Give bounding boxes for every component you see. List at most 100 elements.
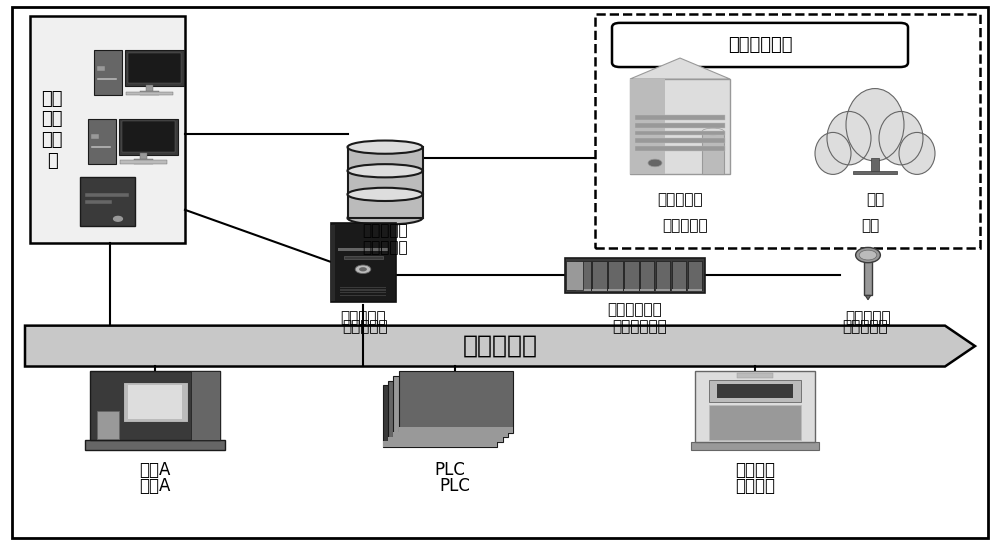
Bar — [737, 373, 773, 378]
Text: 传感器控制器: 传感器控制器 — [608, 302, 662, 318]
Bar — [565, 258, 705, 293]
Bar — [340, 295, 386, 296]
Polygon shape — [630, 58, 730, 79]
Bar — [122, 383, 188, 422]
Text: PLC: PLC — [435, 461, 465, 479]
Bar — [635, 138, 725, 143]
Text: 产线局域网: 产线局域网 — [462, 334, 538, 358]
Bar — [90, 371, 220, 440]
Ellipse shape — [815, 132, 851, 174]
Ellipse shape — [827, 111, 871, 165]
Bar — [608, 261, 623, 290]
Bar — [348, 171, 423, 195]
Bar — [393, 432, 508, 438]
Bar — [635, 130, 725, 135]
Bar — [688, 289, 702, 290]
Text: 采集服务器: 采集服务器 — [340, 311, 386, 326]
Bar — [140, 91, 159, 95]
Bar — [640, 261, 654, 290]
Text: PLC: PLC — [440, 477, 470, 495]
Bar — [702, 131, 724, 174]
Bar — [656, 261, 670, 290]
Ellipse shape — [856, 247, 880, 263]
Text: 产线
应用
计算
机: 产线 应用 计算 机 — [41, 89, 63, 170]
Polygon shape — [865, 295, 871, 300]
Ellipse shape — [879, 111, 923, 165]
Ellipse shape — [348, 141, 422, 154]
Text: 传感器控制器: 传感器控制器 — [613, 319, 667, 334]
Bar — [709, 380, 801, 402]
Text: 云端: 云端 — [866, 192, 884, 207]
Bar — [338, 248, 388, 251]
Bar — [85, 440, 225, 450]
Ellipse shape — [348, 164, 422, 177]
Bar — [125, 51, 184, 87]
Bar — [128, 53, 181, 83]
Bar — [635, 123, 725, 128]
Bar — [146, 85, 153, 93]
Bar — [128, 385, 182, 419]
Bar — [191, 371, 220, 440]
Circle shape — [359, 267, 367, 271]
Bar — [330, 225, 335, 301]
Bar — [30, 16, 185, 243]
Text: 多种传感器: 多种传感器 — [845, 311, 891, 326]
Circle shape — [114, 216, 122, 221]
Ellipse shape — [859, 250, 877, 260]
Bar — [635, 116, 725, 120]
Bar — [140, 153, 147, 161]
Text: 检测仪器: 检测仪器 — [735, 477, 775, 495]
Bar — [96, 411, 119, 439]
Bar — [576, 261, 591, 290]
Bar — [382, 385, 497, 447]
Bar — [717, 384, 793, 398]
Bar — [388, 380, 503, 442]
Text: 采集服务器: 采集服务器 — [342, 319, 388, 334]
Bar — [80, 177, 134, 226]
Bar — [853, 171, 897, 174]
Bar — [85, 200, 112, 204]
Bar — [120, 160, 167, 164]
Ellipse shape — [846, 88, 904, 161]
Text: 云端: 云端 — [861, 218, 879, 233]
Text: 机床A: 机床A — [139, 461, 171, 479]
Bar — [672, 289, 686, 290]
Polygon shape — [25, 326, 975, 366]
Bar — [630, 79, 665, 174]
Bar — [393, 376, 508, 438]
Bar — [348, 195, 423, 218]
Bar — [691, 441, 819, 450]
Bar — [864, 258, 872, 295]
Bar — [656, 289, 670, 290]
Circle shape — [355, 265, 371, 274]
Bar — [85, 193, 129, 197]
Bar — [592, 261, 607, 290]
Bar — [640, 289, 654, 290]
Bar — [348, 147, 423, 171]
Bar — [340, 289, 386, 290]
Ellipse shape — [702, 128, 724, 135]
Text: 机床A: 机床A — [139, 477, 171, 495]
Bar — [97, 66, 105, 71]
Bar — [608, 289, 623, 290]
Bar — [672, 261, 686, 290]
Bar — [330, 223, 396, 302]
Bar — [399, 371, 513, 433]
Bar — [122, 121, 175, 152]
Bar — [624, 261, 639, 290]
Bar — [344, 256, 382, 259]
Bar — [340, 287, 386, 288]
Bar — [126, 92, 173, 95]
Bar — [94, 50, 122, 95]
Bar — [709, 405, 801, 440]
Bar — [88, 118, 116, 164]
FancyBboxPatch shape — [612, 23, 908, 67]
Bar — [624, 289, 639, 290]
Bar — [388, 437, 503, 442]
Circle shape — [648, 159, 662, 167]
Text: 多种传感器: 多种传感器 — [842, 319, 888, 334]
Text: 企业服务器: 企业服务器 — [662, 218, 708, 233]
Bar — [576, 289, 591, 290]
Bar — [592, 289, 607, 290]
Bar — [119, 119, 178, 155]
